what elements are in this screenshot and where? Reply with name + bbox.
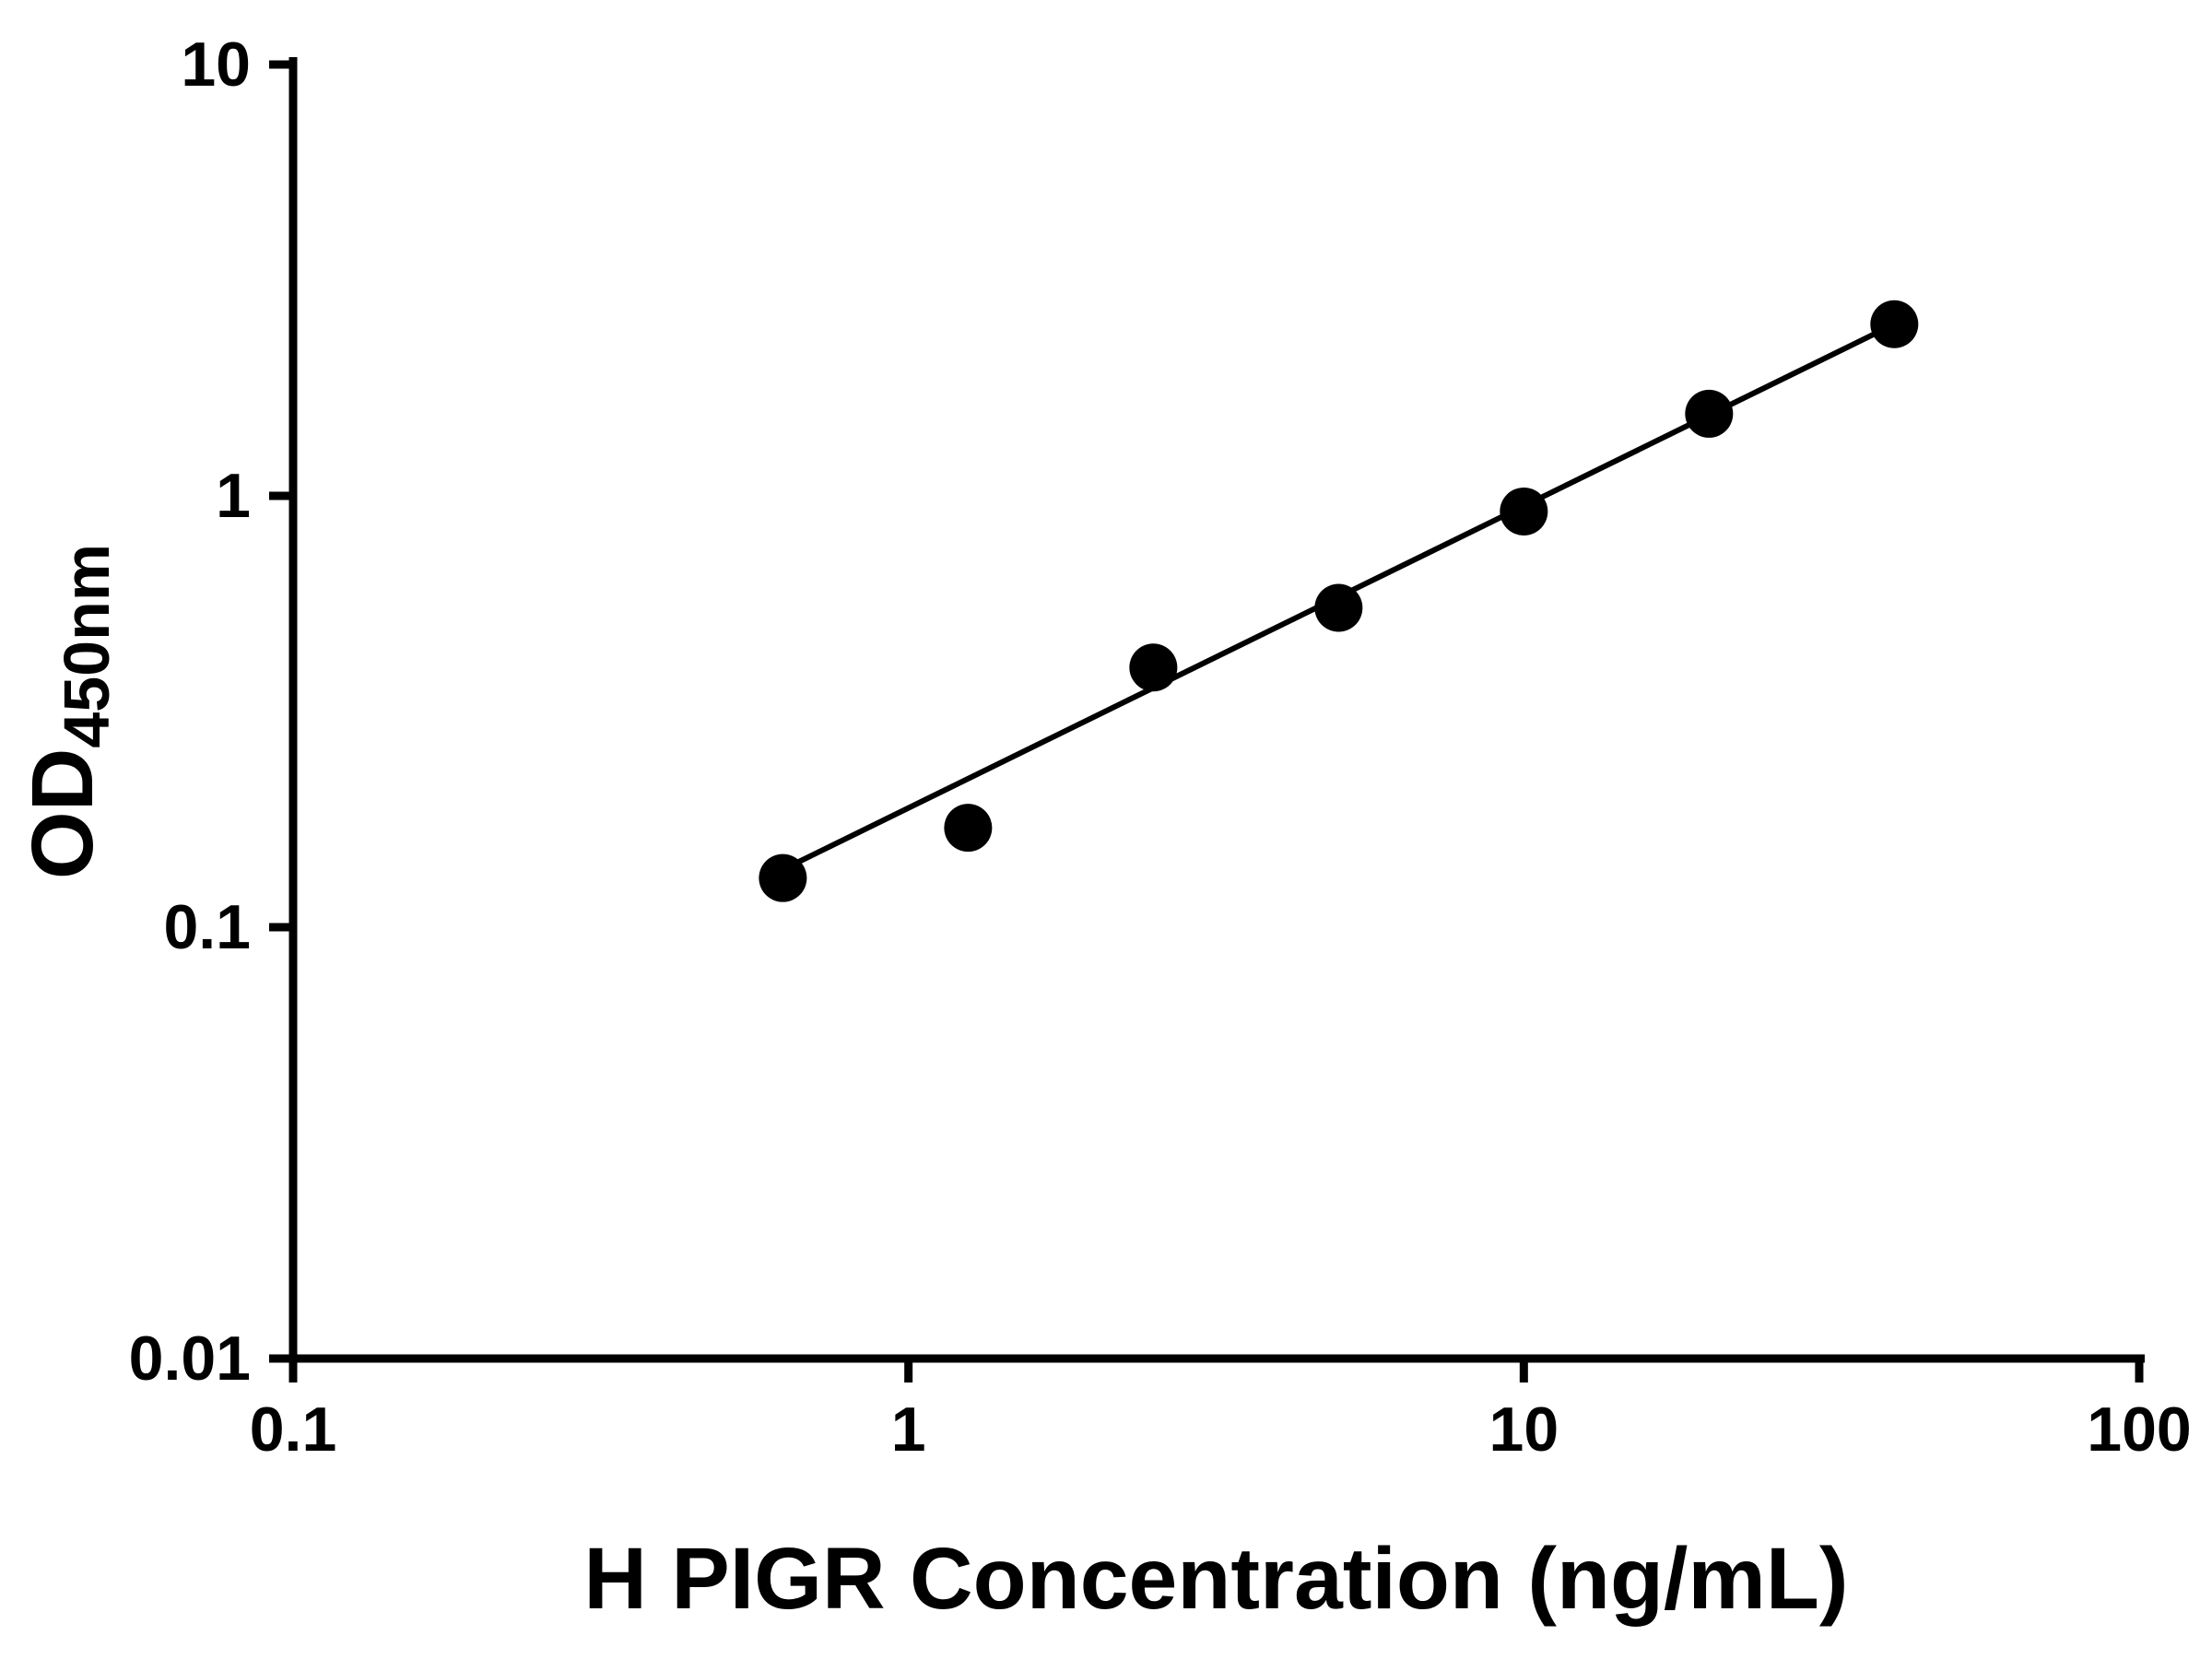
data-point: [944, 804, 993, 853]
x-tick-label: 100: [2087, 1394, 2191, 1465]
data-point: [759, 853, 807, 902]
y-axis-title-main: OD: [14, 748, 112, 880]
data-point: [1870, 300, 1919, 348]
y-axis-title: OD450nm: [14, 544, 123, 879]
y-tick-label: 10: [181, 29, 251, 100]
y-tick-label: 0.01: [129, 1324, 251, 1394]
x-axis-title: H PIGR Concentration (ng/mL): [583, 1530, 1848, 1628]
y-tick-label: 1: [216, 461, 251, 531]
x-tick-label: 0.1: [250, 1394, 337, 1465]
y-axis-title-subscript: 450nm: [51, 544, 123, 748]
data-point: [1685, 389, 1734, 438]
data-point: [1129, 643, 1178, 692]
y-tick-label: 0.1: [163, 892, 251, 962]
x-tick-label: 10: [1489, 1394, 1559, 1465]
data-point: [1314, 583, 1363, 632]
data-point: [1500, 487, 1548, 535]
x-tick-label: 1: [891, 1394, 926, 1465]
